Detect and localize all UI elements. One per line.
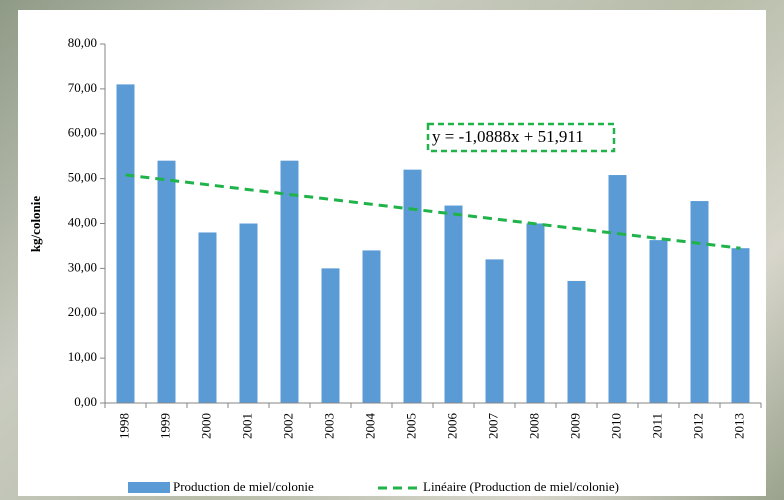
legend-label: Production de miel/colonie bbox=[173, 479, 314, 494]
y-axis-label: kg/colonie bbox=[28, 196, 43, 253]
bar bbox=[403, 169, 422, 403]
trend-line bbox=[125, 173, 741, 250]
y-tick-label: 80,00 bbox=[68, 35, 97, 50]
x-tick-label: 2011 bbox=[649, 413, 664, 439]
annotation-box bbox=[426, 122, 616, 153]
x-tick-label: 2005 bbox=[403, 413, 418, 439]
y-tick-label: 70,00 bbox=[68, 80, 97, 95]
x-tick-label: 2002 bbox=[280, 413, 295, 439]
x-tick-label: 2012 bbox=[690, 413, 705, 439]
bar bbox=[239, 223, 258, 403]
chart-area bbox=[18, 10, 766, 496]
bar bbox=[280, 160, 299, 403]
x-tick-label: 2008 bbox=[526, 413, 541, 439]
bar bbox=[485, 259, 504, 403]
y-tick-label: 20,00 bbox=[68, 304, 97, 319]
x-tick-label: 2006 bbox=[444, 413, 459, 440]
y-tick-label: 50,00 bbox=[68, 170, 97, 185]
bar bbox=[608, 175, 627, 403]
y-tick-label: 60,00 bbox=[68, 125, 97, 140]
bar bbox=[157, 160, 176, 403]
bar bbox=[116, 84, 135, 403]
bar bbox=[649, 240, 668, 403]
legend-swatch bbox=[128, 482, 170, 493]
annotation: y = -1,0888x + 51,911 bbox=[432, 127, 584, 146]
bar bbox=[362, 250, 381, 403]
bar bbox=[567, 280, 586, 403]
bar bbox=[444, 205, 463, 403]
x-tick-label: 2010 bbox=[608, 413, 623, 439]
x-tick-label: 2000 bbox=[198, 413, 213, 439]
y-tick-label: 30,00 bbox=[68, 259, 97, 274]
y-tick-label: 0,00 bbox=[74, 394, 97, 409]
bar bbox=[198, 232, 217, 403]
legend-label: Linéaire (Production de miel/colonie) bbox=[423, 479, 619, 494]
y-tick-label: 40,00 bbox=[68, 214, 97, 229]
x-tick-label: 1999 bbox=[157, 413, 172, 439]
bar bbox=[526, 223, 545, 403]
x-tick-label: 2013 bbox=[731, 413, 746, 439]
y-tick-label: 10,00 bbox=[68, 349, 97, 364]
x-tick-label: 2001 bbox=[239, 413, 254, 439]
x-tick-label: 1998 bbox=[116, 413, 131, 439]
bar bbox=[731, 248, 750, 403]
x-tick-label: 2004 bbox=[362, 413, 377, 440]
x-tick-label: 2003 bbox=[321, 413, 336, 439]
bar bbox=[321, 268, 340, 403]
bar bbox=[690, 201, 709, 403]
x-tick-label: 2009 bbox=[567, 413, 582, 439]
x-tick-label: 2007 bbox=[485, 413, 500, 440]
